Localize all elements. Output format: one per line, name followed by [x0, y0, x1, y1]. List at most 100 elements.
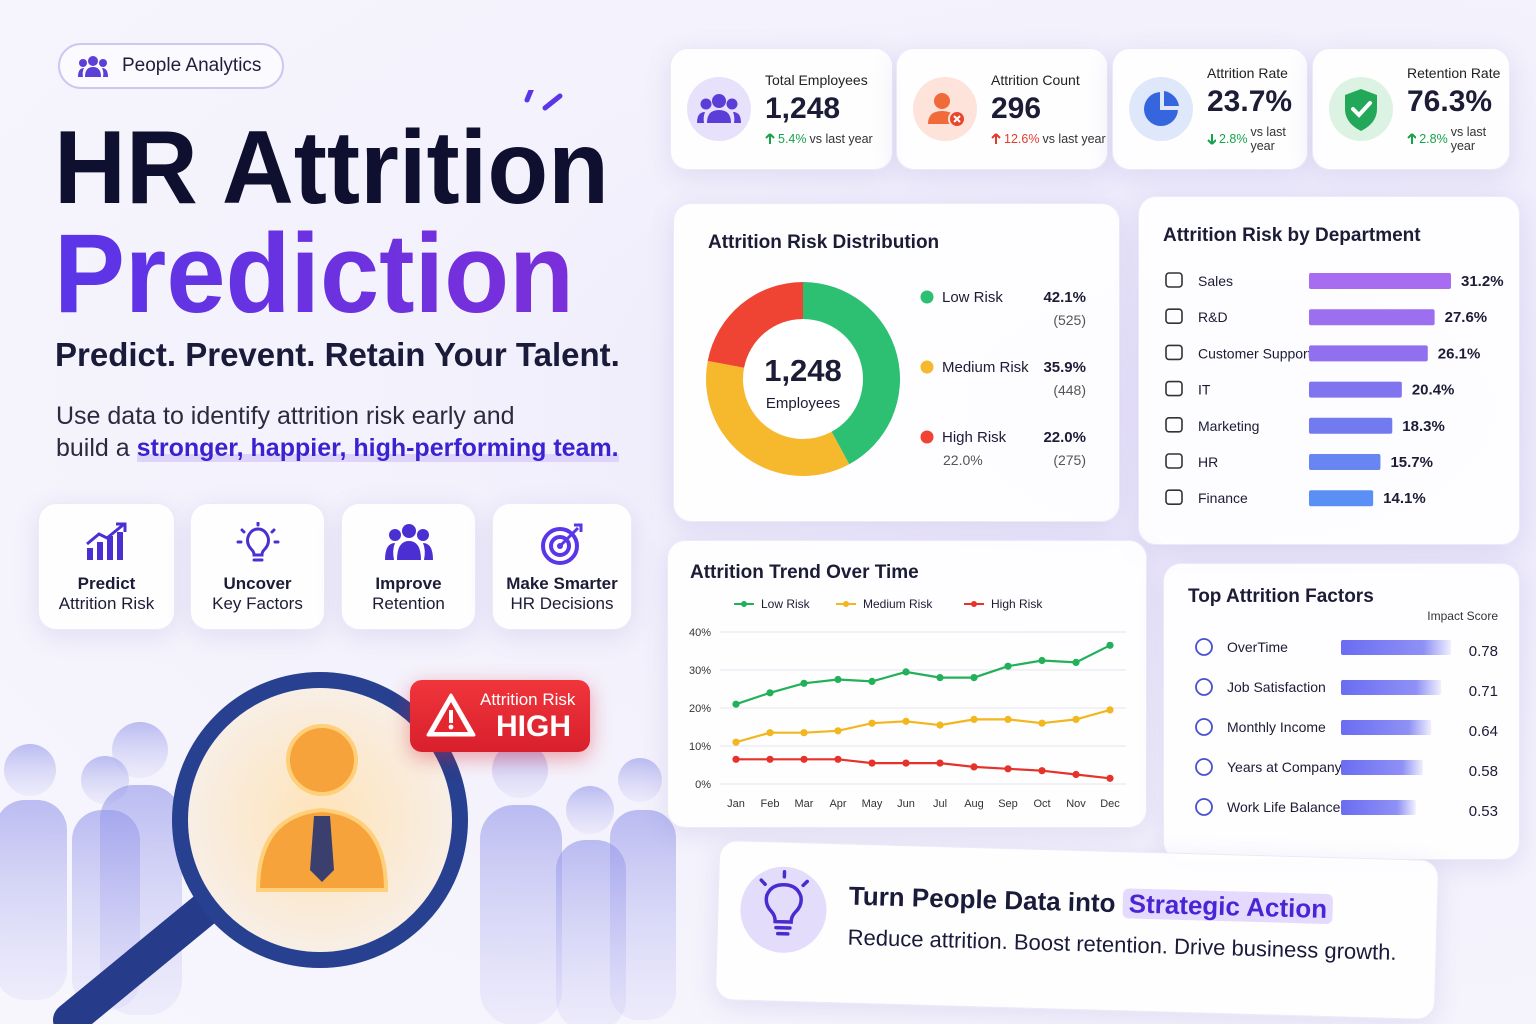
bar	[1309, 381, 1402, 398]
decoration	[115, 522, 126, 532]
kpi-value: 296	[991, 92, 1042, 125]
x-tick-label: Apr	[829, 798, 846, 810]
value-label: 0.71	[1469, 683, 1498, 700]
legend-label: High Risk	[991, 597, 1043, 611]
x-tick-label: Jun	[897, 798, 915, 810]
row-icon	[1195, 718, 1213, 736]
kpi-icon	[1129, 77, 1193, 141]
value-label: 22.0%	[1043, 429, 1086, 446]
x-tick-label: May	[862, 798, 883, 810]
count-label: (448)	[1053, 382, 1086, 398]
kpi-arrow	[1207, 134, 1216, 145]
kpi-label: Attrition Rate	[1207, 65, 1288, 81]
data-point	[868, 719, 876, 727]
decoration	[610, 810, 676, 1020]
trend-card: Attrition Trend Over Time 0% 10% 20% 30% 40% J…	[667, 540, 1147, 828]
donut-chart: Attrition Risk Distribution Low Risk 42.1%…	[706, 232, 1086, 476]
data-point	[1038, 656, 1046, 665]
x-tick-label: Aug	[964, 798, 984, 810]
legend-label: High Risk	[942, 429, 1007, 446]
value-label: 20.4%	[1412, 382, 1455, 399]
category-label: Marketing	[1198, 418, 1259, 434]
decoration	[401, 524, 416, 538]
data-point	[800, 755, 808, 763]
factors-card: Top Attrition Factors Impact Score OverTim…	[1163, 563, 1520, 860]
bar	[1309, 309, 1435, 326]
kpi-change-note: vs last year	[1042, 132, 1106, 146]
decoration	[240, 528, 245, 534]
bar	[1309, 417, 1393, 434]
feature-card: Uncover Key Factors	[190, 503, 325, 630]
decoration	[86, 532, 123, 560]
legend-dot	[920, 360, 934, 374]
row-icon	[1165, 417, 1183, 433]
tagline: Predict. Prevent. Retain Your Talent.	[55, 336, 620, 373]
chart-title: Attrition Risk Distribution	[708, 232, 939, 253]
decoration	[759, 878, 767, 887]
alert-label: Attrition Risk	[480, 690, 576, 709]
decoration	[384, 524, 433, 560]
category-label: Work Life Balance	[1227, 799, 1341, 815]
value-label: 42.1%	[1043, 289, 1086, 306]
description-line: build a stronger, happier, high-performi…	[56, 432, 619, 464]
decoration	[396, 541, 421, 560]
decoration	[556, 840, 626, 1024]
trend-chart: Attrition Trend Over Time 0% 10% 20% 30% 40% J…	[689, 562, 1126, 810]
row-icon	[1165, 380, 1183, 397]
count-label: (275)	[1053, 452, 1086, 468]
legend-dot	[920, 430, 934, 444]
decoration	[541, 523, 583, 565]
category-label: Customer Support	[1198, 345, 1312, 361]
category-label: Monthly Income	[1227, 719, 1326, 735]
decoration	[697, 112, 705, 123]
kpi-card: Retention Rate 76.3% 2.8% vs last year	[1312, 48, 1510, 170]
data-point	[800, 679, 808, 687]
decoration	[102, 68, 108, 77]
kpi-change: 12.6% vs last year	[991, 132, 1106, 146]
data-point	[800, 729, 808, 737]
decoration	[0, 800, 67, 1000]
center-label: Employees	[766, 395, 840, 412]
series-line	[736, 758, 1111, 780]
data-point	[902, 759, 910, 767]
decoration	[712, 94, 726, 108]
cta-card: Turn People Data into Strategic Action R…	[714, 839, 1440, 1021]
decoration	[928, 93, 954, 124]
data-point	[902, 717, 910, 725]
data-point	[1004, 662, 1012, 670]
row-icon	[1165, 489, 1183, 506]
decoration	[618, 758, 662, 802]
decoration	[480, 805, 562, 1024]
arrow	[765, 133, 775, 144]
decoration	[88, 56, 98, 66]
decoration	[384, 543, 395, 560]
decoration	[449, 710, 453, 723]
decoration	[1144, 90, 1180, 126]
value-label: 31.2%	[1461, 273, 1504, 290]
decoration	[448, 724, 454, 730]
headline: HR Attrition Prediction	[54, 90, 609, 330]
category-label: Job Satisfaction	[1227, 679, 1326, 695]
annotation: 22.0%	[943, 452, 983, 468]
cta-icon	[740, 866, 827, 953]
x-tick-label: Nov	[1066, 798, 1086, 810]
row-icon	[1165, 272, 1183, 288]
bar	[1309, 490, 1374, 507]
badge-icon	[78, 56, 108, 77]
value-label: 0.78	[1469, 643, 1498, 660]
kpi-change-value: 2.8%	[1218, 132, 1248, 146]
series-line	[735, 644, 1111, 706]
donut-center	[744, 320, 862, 438]
data-point	[1072, 658, 1080, 666]
decoration	[116, 532, 123, 560]
kpi-label: Total Employees	[765, 72, 868, 88]
feature-title: Improve	[375, 574, 442, 593]
arrow	[1207, 134, 1216, 145]
badge: People Analytics	[58, 43, 284, 89]
decoration	[697, 94, 741, 123]
data-point	[766, 729, 774, 737]
alert-level: HIGH	[496, 710, 571, 743]
kpi-change-note: vs last year	[1250, 125, 1286, 153]
decoration	[310, 816, 334, 882]
description-highlight: stronger, happier, high-performing team.	[136, 434, 619, 462]
